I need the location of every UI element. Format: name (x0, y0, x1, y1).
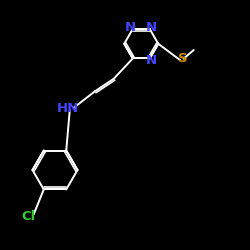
Text: S: S (178, 52, 188, 65)
Text: HN: HN (56, 102, 78, 115)
Text: N: N (125, 20, 136, 34)
Text: Cl: Cl (22, 210, 36, 223)
Text: N: N (146, 20, 156, 34)
Text: N: N (146, 54, 156, 67)
